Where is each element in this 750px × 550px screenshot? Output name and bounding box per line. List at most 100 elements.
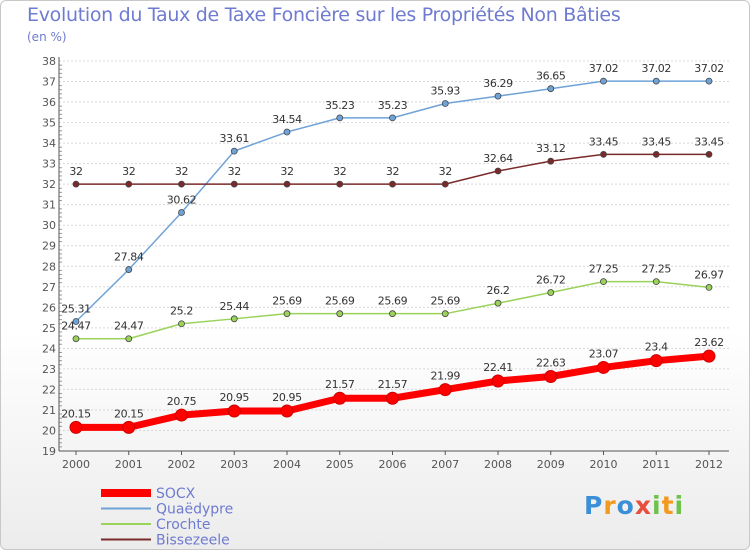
data-label: 24.47	[61, 320, 91, 333]
series-point	[389, 310, 396, 318]
series-point	[705, 77, 713, 85]
series-point	[652, 77, 660, 85]
data-label: 27.25	[589, 263, 619, 276]
data-label: 37.02	[694, 62, 724, 75]
y-tick-label: 34	[42, 137, 56, 150]
y-tick-label: 23	[42, 363, 56, 376]
data-label: 30.62	[167, 193, 197, 206]
data-label: 26.72	[536, 274, 566, 287]
data-label: 25.2	[170, 305, 193, 318]
series-point	[547, 289, 555, 296]
chart-title: Evolution du Taux de Taxe Foncière sur l…	[27, 4, 621, 26]
y-tick-label: 38	[42, 55, 56, 68]
series-point	[230, 147, 238, 155]
series-point	[230, 180, 238, 188]
data-label: 32.64	[483, 152, 513, 165]
data-label: 34.54	[272, 113, 302, 126]
series-point	[72, 180, 80, 188]
series-point	[69, 420, 83, 434]
data-label: 23.4	[645, 341, 668, 354]
data-label: 33.61	[220, 132, 250, 145]
x-tick-label: 2010	[590, 458, 618, 471]
series-point	[547, 157, 555, 165]
series-point	[597, 360, 610, 374]
data-label: 27.84	[114, 251, 144, 264]
x-tick-label: 2012	[695, 458, 723, 471]
data-label: 33.12	[536, 142, 566, 155]
y-tick-label: 21	[42, 404, 56, 417]
series-point	[230, 315, 238, 323]
x-tick-label: 2001	[115, 458, 143, 471]
data-label: 32	[175, 165, 188, 178]
series-point	[125, 266, 133, 273]
y-tick-label: 36	[42, 96, 56, 109]
data-label: 25.31	[61, 302, 91, 315]
y-tick-label: 37	[42, 76, 56, 89]
y-tick-label: 35	[42, 117, 56, 130]
series-point	[705, 284, 713, 291]
axes: 19 20 21 22 23 24 25 26 27 28 29 30 31 32 33 34 35 36 37 38…	[42, 55, 729, 471]
data-label: 25.69	[431, 295, 461, 308]
y-tick-label: 19	[42, 445, 56, 458]
series-point	[652, 150, 660, 158]
series-point	[227, 404, 241, 418]
data-label: 32	[122, 165, 135, 178]
series-point	[125, 180, 133, 188]
data-label: 25.69	[325, 295, 355, 308]
legend-label: SOCX	[156, 486, 196, 502]
series-point	[494, 92, 502, 100]
data-label: 26.2	[487, 284, 510, 297]
data-label: 27.25	[642, 263, 672, 276]
series-point	[283, 128, 291, 136]
series-point	[283, 310, 291, 318]
data-label: 32	[280, 165, 293, 178]
data-label: 22.41	[483, 361, 513, 374]
chart-unit-label: (en %)	[27, 30, 67, 44]
legend-label: Quaëdypre	[156, 502, 233, 518]
series-point	[336, 310, 344, 318]
y-tick-label: 27	[42, 281, 56, 294]
series-point	[125, 335, 133, 343]
y-tick-label: 29	[42, 240, 56, 253]
data-label: 20.95	[220, 391, 250, 404]
series-point	[544, 369, 558, 383]
series-point	[389, 180, 396, 188]
data-label: 23.07	[589, 347, 619, 360]
x-tick-label: 2009	[537, 458, 565, 471]
series-point	[389, 114, 396, 122]
series-point	[280, 404, 294, 418]
data-label: 21.99	[431, 370, 461, 383]
data-labels: 25.31 27.84 30.62 33.61 34.54 35.23 35.23 35.93…	[61, 62, 724, 420]
x-tick-label: 2003	[220, 458, 248, 471]
data-label: 32	[333, 165, 346, 178]
data-label: 21.57	[325, 378, 355, 391]
data-label: 25.69	[272, 295, 302, 308]
y-tick-label: 30	[42, 219, 56, 232]
series-point	[72, 318, 80, 325]
series-point	[336, 180, 344, 188]
x-tick-label: 2004	[273, 458, 301, 471]
series-point	[178, 209, 185, 216]
series-lines	[69, 77, 716, 434]
legend-label: Bissezeele	[156, 533, 230, 549]
x-tick-label: 2008	[484, 458, 512, 471]
series-point	[336, 114, 344, 122]
data-label: 20.75	[167, 395, 197, 408]
series-point	[72, 335, 80, 343]
series-point	[702, 349, 716, 363]
x-tick-label: 2007	[431, 458, 459, 471]
data-label: 36.29	[483, 77, 513, 90]
data-label: 21.57	[378, 378, 408, 391]
y-tick-label: 20	[42, 424, 56, 437]
series-point	[547, 85, 555, 93]
series-point	[494, 167, 502, 175]
data-label: 32	[386, 165, 399, 178]
data-label: 20.15	[61, 407, 91, 420]
y-tick-label: 25	[42, 322, 56, 335]
data-label: 25.69	[378, 295, 408, 308]
x-tick-label: 2011	[642, 458, 670, 471]
data-label: 20.95	[272, 391, 302, 404]
data-label: 32	[439, 165, 452, 178]
series-point	[438, 383, 452, 397]
y-tick-label: 24	[42, 342, 56, 355]
